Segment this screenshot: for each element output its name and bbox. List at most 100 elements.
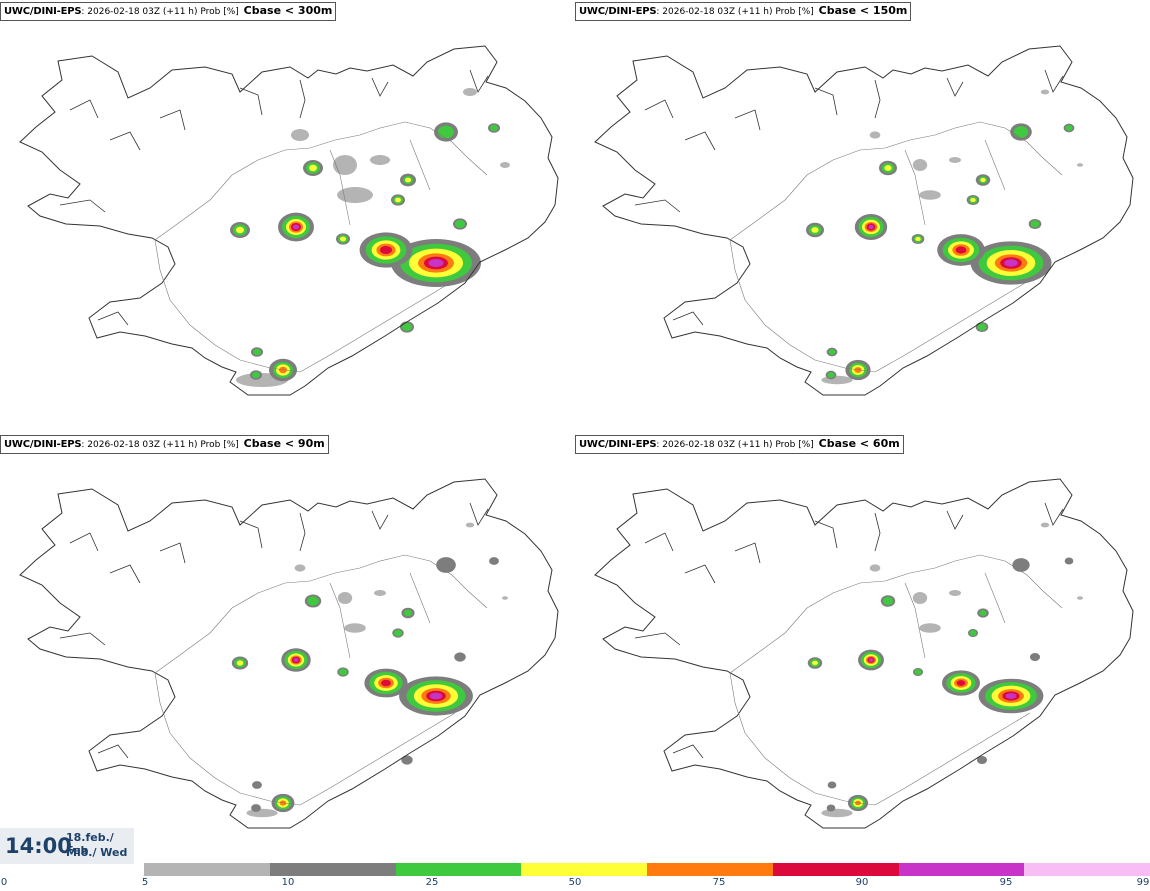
- fjord-lines: [634, 69, 1064, 326]
- map-panel-2: UWC/DINI-EPS: 2026-02-18 03Z (+11 h) Pro…: [575, 0, 1150, 430]
- colorbar-bin: [772, 863, 899, 876]
- probability-area: [454, 652, 466, 662]
- coastline: [594, 45, 1134, 396]
- probability-area: [307, 596, 319, 606]
- probability-area: [489, 557, 499, 565]
- probability-area: [1077, 596, 1083, 600]
- probability-area: [821, 808, 853, 818]
- probability-area: [915, 236, 921, 242]
- model-name: UWC/DINI-EPS: [579, 6, 657, 17]
- probability-area: [969, 630, 977, 636]
- colorbar-tick-label: 75: [712, 877, 726, 888]
- threshold-label: Cbase < 90m: [243, 437, 325, 450]
- coastline: [594, 478, 1134, 829]
- probability-area: [252, 371, 260, 379]
- colorbar-bin: [269, 863, 396, 876]
- run-info: : 2026-02-18 03Z (+11 h) Prob [%]: [656, 440, 814, 450]
- probability-area: [827, 781, 837, 789]
- map-panel-3: UWC/DINI-EPS: 2026-02-18 03Z (+11 h) Pro…: [0, 433, 575, 863]
- region-borders: [154, 554, 488, 806]
- probability-area: [340, 236, 346, 242]
- probability-area: [333, 155, 357, 175]
- probability-area: [919, 623, 941, 633]
- probability-area: [977, 323, 987, 331]
- probability-area: [1040, 89, 1050, 95]
- probability-area: [882, 596, 894, 606]
- probability-area: [291, 129, 309, 141]
- probability-area: [868, 658, 874, 662]
- fjord-lines: [634, 502, 1064, 759]
- probability-area: [1040, 522, 1050, 528]
- probability-area: [403, 609, 413, 617]
- probability-area: [912, 592, 928, 604]
- probability-area: [344, 623, 366, 633]
- threshold-label: Cbase < 150m: [818, 4, 908, 17]
- probability-area: [827, 372, 835, 378]
- model-name: UWC/DINI-EPS: [4, 6, 82, 17]
- probability-area: [869, 564, 881, 572]
- colorbar-bin: [647, 863, 773, 876]
- probability-area: [500, 162, 510, 168]
- probability-area: [405, 177, 411, 183]
- probability-area: [309, 164, 317, 172]
- colorbar-tick-label: 5: [141, 877, 149, 888]
- valid-date: 18.feb./ Feb: [66, 831, 114, 857]
- coastline: [19, 45, 559, 396]
- probability-area: [337, 187, 373, 203]
- probability-colorbar: [144, 863, 1150, 876]
- probability-area: [914, 669, 922, 675]
- probability-area: [919, 190, 941, 200]
- fjord-lines: [59, 69, 489, 326]
- probability-area: [1029, 652, 1041, 662]
- model-name: UWC/DINI-EPS: [4, 439, 82, 450]
- probability-area: [370, 155, 390, 165]
- probability-area: [380, 246, 392, 254]
- probability-area: [401, 755, 413, 765]
- probability-area: [236, 226, 244, 234]
- probability-area: [294, 564, 306, 572]
- probability-area: [463, 88, 477, 96]
- probability-area: [436, 557, 456, 573]
- probability-area: [381, 679, 391, 687]
- probability-area: [1004, 259, 1018, 267]
- region-borders: [729, 121, 1063, 373]
- probability-area: [980, 177, 986, 183]
- colorbar-tick-label: 95: [999, 877, 1013, 888]
- panel-title: UWC/DINI-EPS: 2026-02-18 03Z (+11 h) Pro…: [575, 2, 912, 21]
- probability-area: [949, 157, 961, 163]
- probability-area: [1065, 125, 1073, 131]
- probability-area: [455, 220, 465, 228]
- probability-area: [251, 804, 261, 812]
- probability-area: [949, 590, 961, 596]
- probability-area: [828, 349, 836, 355]
- map-canvas: [594, 45, 1134, 396]
- colorbar-tick-label: 25: [425, 877, 439, 888]
- probability-area: [868, 224, 874, 230]
- probability-area: [1005, 693, 1017, 699]
- probability-area: [502, 596, 508, 600]
- map-canvas: [19, 478, 559, 829]
- colorbar-tick-label: 90: [855, 877, 869, 888]
- probability-area: [374, 590, 386, 596]
- probability-area: [293, 224, 299, 230]
- fjord-lines: [59, 502, 489, 759]
- probability-area: [338, 668, 348, 676]
- colorbar-bin: [898, 863, 1025, 876]
- coastline: [19, 478, 559, 829]
- probability-area: [979, 610, 987, 616]
- valid-time-box: 14:00 18.feb./ Feb Mið./ Wed: [0, 828, 134, 864]
- map-canvas: [19, 45, 559, 396]
- colorbar-bin: [144, 863, 270, 876]
- panel-title: UWC/DINI-EPS: 2026-02-18 03Z (+11 h) Pro…: [0, 435, 329, 454]
- probability-area: [337, 592, 353, 604]
- colorbar-bin: [521, 863, 647, 876]
- probability-area: [1064, 557, 1074, 565]
- probability-area: [912, 159, 928, 171]
- colorbar-tick-label: 50: [568, 877, 582, 888]
- probability-area: [821, 375, 853, 385]
- panel-title: UWC/DINI-EPS: 2026-02-18 03Z (+11 h) Pro…: [0, 2, 337, 21]
- threshold-label: Cbase < 60m: [818, 437, 900, 450]
- colorbar-tick-label: 0: [0, 877, 8, 888]
- run-info: : 2026-02-18 03Z (+11 h) Prob [%]: [81, 440, 239, 450]
- probability-area: [490, 124, 498, 132]
